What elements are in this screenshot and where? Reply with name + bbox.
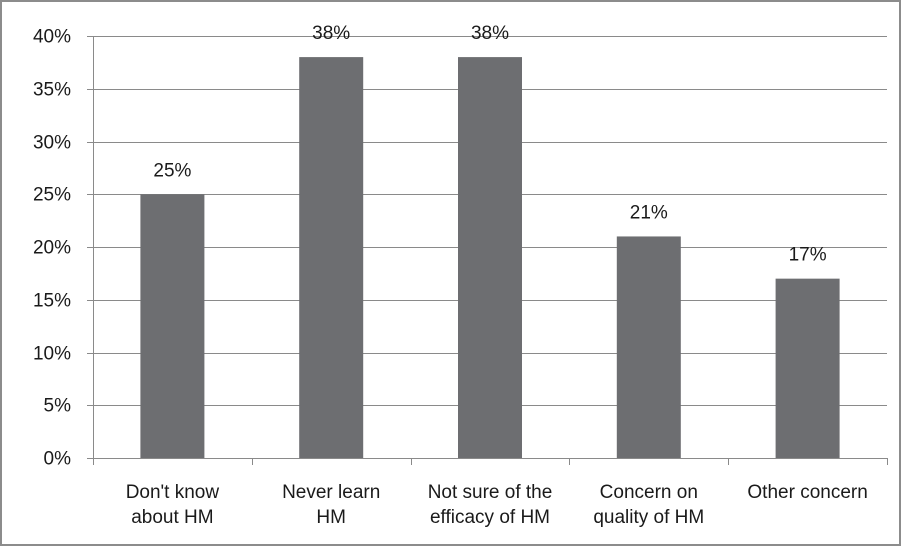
y-tick-label: 25% (33, 185, 71, 206)
bar (775, 278, 840, 458)
x-tick-labels: Don't know about HM Never learn HM Not sure … (126, 482, 868, 528)
axes (87, 36, 888, 465)
bar (299, 57, 364, 458)
y-tick-label: 0% (44, 449, 72, 470)
data-label: 25% (153, 160, 191, 181)
bars (140, 57, 840, 458)
y-tick-label: 30% (33, 133, 71, 154)
x-tick-label: Don't know about HM (126, 482, 220, 528)
data-label: 17% (789, 245, 827, 266)
bar (140, 194, 205, 458)
gridlines (87, 36, 887, 406)
y-tick-label: 20% (33, 238, 71, 259)
y-tick-label: 35% (33, 80, 71, 101)
x-tick-label: Concern on quality of HM (593, 482, 704, 528)
data-label: 38% (312, 23, 350, 44)
data-label: 21% (630, 202, 668, 223)
data-labels: 25% 38% 38% 21% 17% (153, 23, 826, 266)
y-tick-label: 10% (33, 344, 71, 365)
x-tick-label: Never learn HM (282, 482, 380, 528)
y-tick-labels: 0% 5% 10% 15% 20% 25% 30% 35% 40% (33, 27, 71, 470)
y-tick-label: 15% (33, 291, 71, 312)
bar (616, 236, 681, 458)
data-label: 38% (471, 23, 509, 44)
y-tick-label: 40% (33, 27, 71, 48)
x-tick-label: Not sure of the efficacy of HM (428, 482, 553, 528)
y-tick-label: 5% (44, 396, 72, 417)
bar (458, 57, 522, 458)
x-tick-label: Other concern (747, 482, 867, 503)
